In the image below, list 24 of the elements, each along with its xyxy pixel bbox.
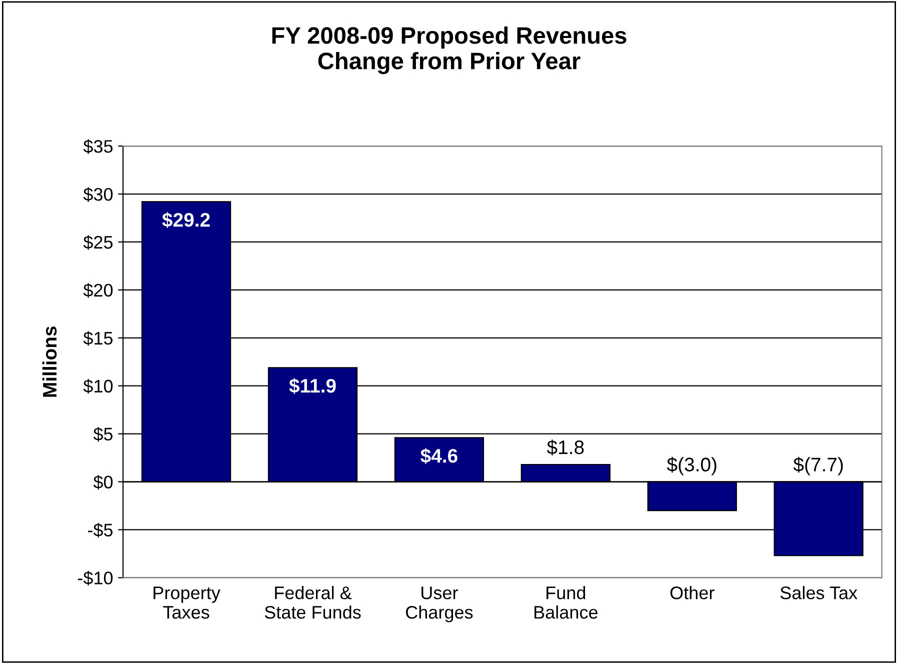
chart-title: FY 2008-09 Proposed Revenues Change from Prior Year — [272, 26, 626, 74]
y-tick-label: $35 — [83, 139, 113, 154]
x-tick-label: Sales Tax — [780, 586, 858, 600]
data-label: $(7.7) — [793, 456, 843, 476]
data-label: $29.2 — [162, 212, 210, 228]
data-label: $1.8 — [546, 440, 584, 456]
y-tick-label: $30 — [83, 187, 113, 202]
x-tick-label: Other — [670, 586, 714, 600]
y-tick-label: -$5 — [88, 522, 113, 538]
x-tick-label: Federal & State Funds — [264, 586, 361, 619]
y-tick-label: -$10 — [78, 570, 113, 586]
y-tick-label: $5 — [93, 426, 113, 442]
data-label: $11.9 — [289, 378, 336, 394]
y-tick-label: $20 — [83, 283, 113, 298]
y-tick-label: $0 — [93, 474, 113, 490]
y-tick-label: $10 — [83, 379, 113, 394]
x-tick-label: Fund Balance — [534, 586, 598, 619]
data-label: $(3.0) — [666, 456, 716, 476]
y-tick-label: $15 — [83, 331, 113, 346]
y-axis-title: Millions — [42, 326, 57, 397]
data-label: $4.6 — [420, 448, 458, 464]
x-tick-label: User Charges — [406, 586, 473, 622]
x-tick-label: Property Taxes — [154, 586, 220, 619]
y-tick-label: $25 — [83, 235, 113, 250]
